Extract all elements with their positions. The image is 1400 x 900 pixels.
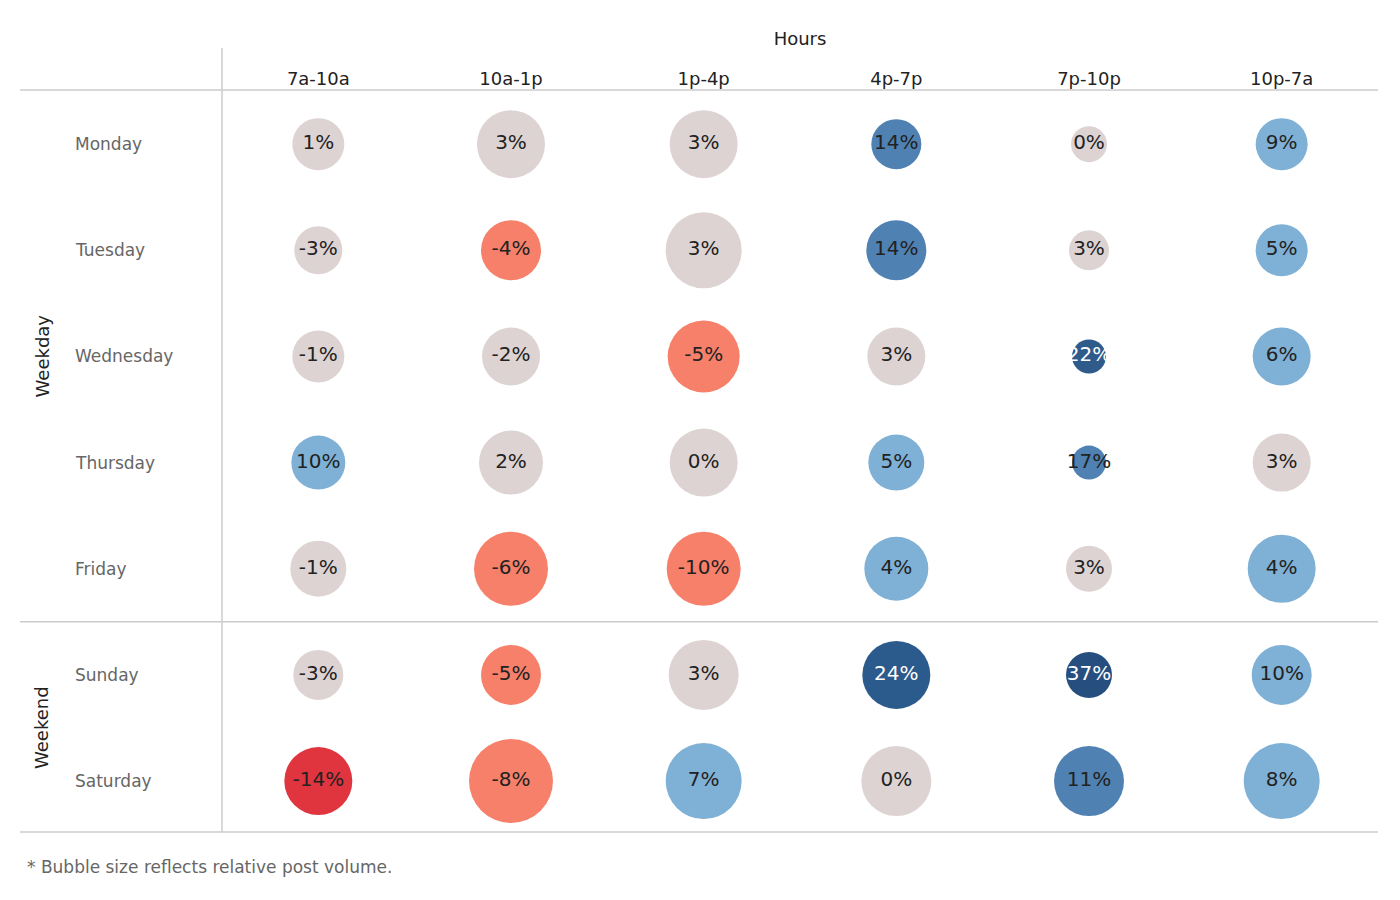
svg-text:3%: 3% (1073, 236, 1105, 260)
svg-text:17%: 17% (1067, 449, 1111, 473)
svg-text:4p-7p: 4p-7p (870, 68, 922, 89)
svg-text:Sunday: Sunday (75, 665, 139, 685)
svg-text:-1%: -1% (299, 555, 338, 579)
svg-text:-5%: -5% (492, 661, 531, 685)
svg-text:0%: 0% (880, 767, 912, 791)
svg-text:4%: 4% (880, 555, 912, 579)
svg-text:Weekend: Weekend (31, 686, 52, 769)
svg-text:-3%: -3% (299, 236, 338, 260)
svg-text:3%: 3% (688, 130, 720, 154)
svg-text:3%: 3% (1266, 449, 1298, 473)
svg-text:37%: 37% (1067, 661, 1111, 685)
svg-text:2%: 2% (495, 449, 527, 473)
svg-text:Tuesday: Tuesday (75, 240, 145, 260)
svg-text:3%: 3% (688, 661, 720, 685)
svg-text:1%: 1% (302, 130, 334, 154)
svg-text:6%: 6% (1266, 342, 1298, 366)
svg-text:Wednesday: Wednesday (75, 346, 173, 366)
svg-text:1p-4p: 1p-4p (678, 68, 730, 89)
svg-text:3%: 3% (688, 236, 720, 260)
svg-text:Thursday: Thursday (75, 453, 155, 473)
svg-text:7%: 7% (688, 767, 720, 791)
svg-text:-14%: -14% (292, 767, 344, 791)
svg-text:7a-10a: 7a-10a (287, 68, 350, 89)
svg-text:5%: 5% (880, 449, 912, 473)
svg-text:3%: 3% (880, 342, 912, 366)
svg-text:8%: 8% (1266, 767, 1298, 791)
svg-text:7p-10p: 7p-10p (1057, 68, 1121, 89)
svg-text:3%: 3% (495, 130, 527, 154)
svg-text:14%: 14% (874, 130, 918, 154)
svg-text:-6%: -6% (492, 555, 531, 579)
svg-text:22%: 22% (1067, 342, 1111, 366)
svg-text:9%: 9% (1266, 130, 1298, 154)
svg-text:Weekday: Weekday (32, 315, 53, 398)
svg-text:-5%: -5% (684, 342, 723, 366)
svg-text:5%: 5% (1266, 236, 1298, 260)
svg-text:14%: 14% (874, 236, 918, 260)
svg-text:10p-7a: 10p-7a (1250, 68, 1313, 89)
svg-text:24%: 24% (874, 661, 918, 685)
svg-text:Hours: Hours (774, 28, 827, 49)
svg-text:0%: 0% (1073, 130, 1105, 154)
svg-text:-2%: -2% (492, 342, 531, 366)
svg-text:-1%: -1% (299, 342, 338, 366)
svg-text:10a-1p: 10a-1p (479, 68, 542, 89)
svg-text:10%: 10% (296, 449, 340, 473)
svg-text:Monday: Monday (75, 134, 142, 154)
svg-text:10%: 10% (1259, 661, 1303, 685)
svg-text:11%: 11% (1067, 767, 1111, 791)
svg-text:Saturday: Saturday (75, 771, 152, 791)
svg-text:* Bubble size reflects relativ: * Bubble size reflects relative post vol… (27, 857, 392, 877)
svg-text:-8%: -8% (492, 767, 531, 791)
svg-text:-10%: -10% (678, 555, 730, 579)
svg-text:4%: 4% (1266, 555, 1298, 579)
svg-text:-3%: -3% (299, 661, 338, 685)
svg-text:0%: 0% (688, 449, 720, 473)
svg-text:Friday: Friday (75, 559, 127, 579)
svg-text:-4%: -4% (492, 236, 531, 260)
svg-text:3%: 3% (1073, 555, 1105, 579)
